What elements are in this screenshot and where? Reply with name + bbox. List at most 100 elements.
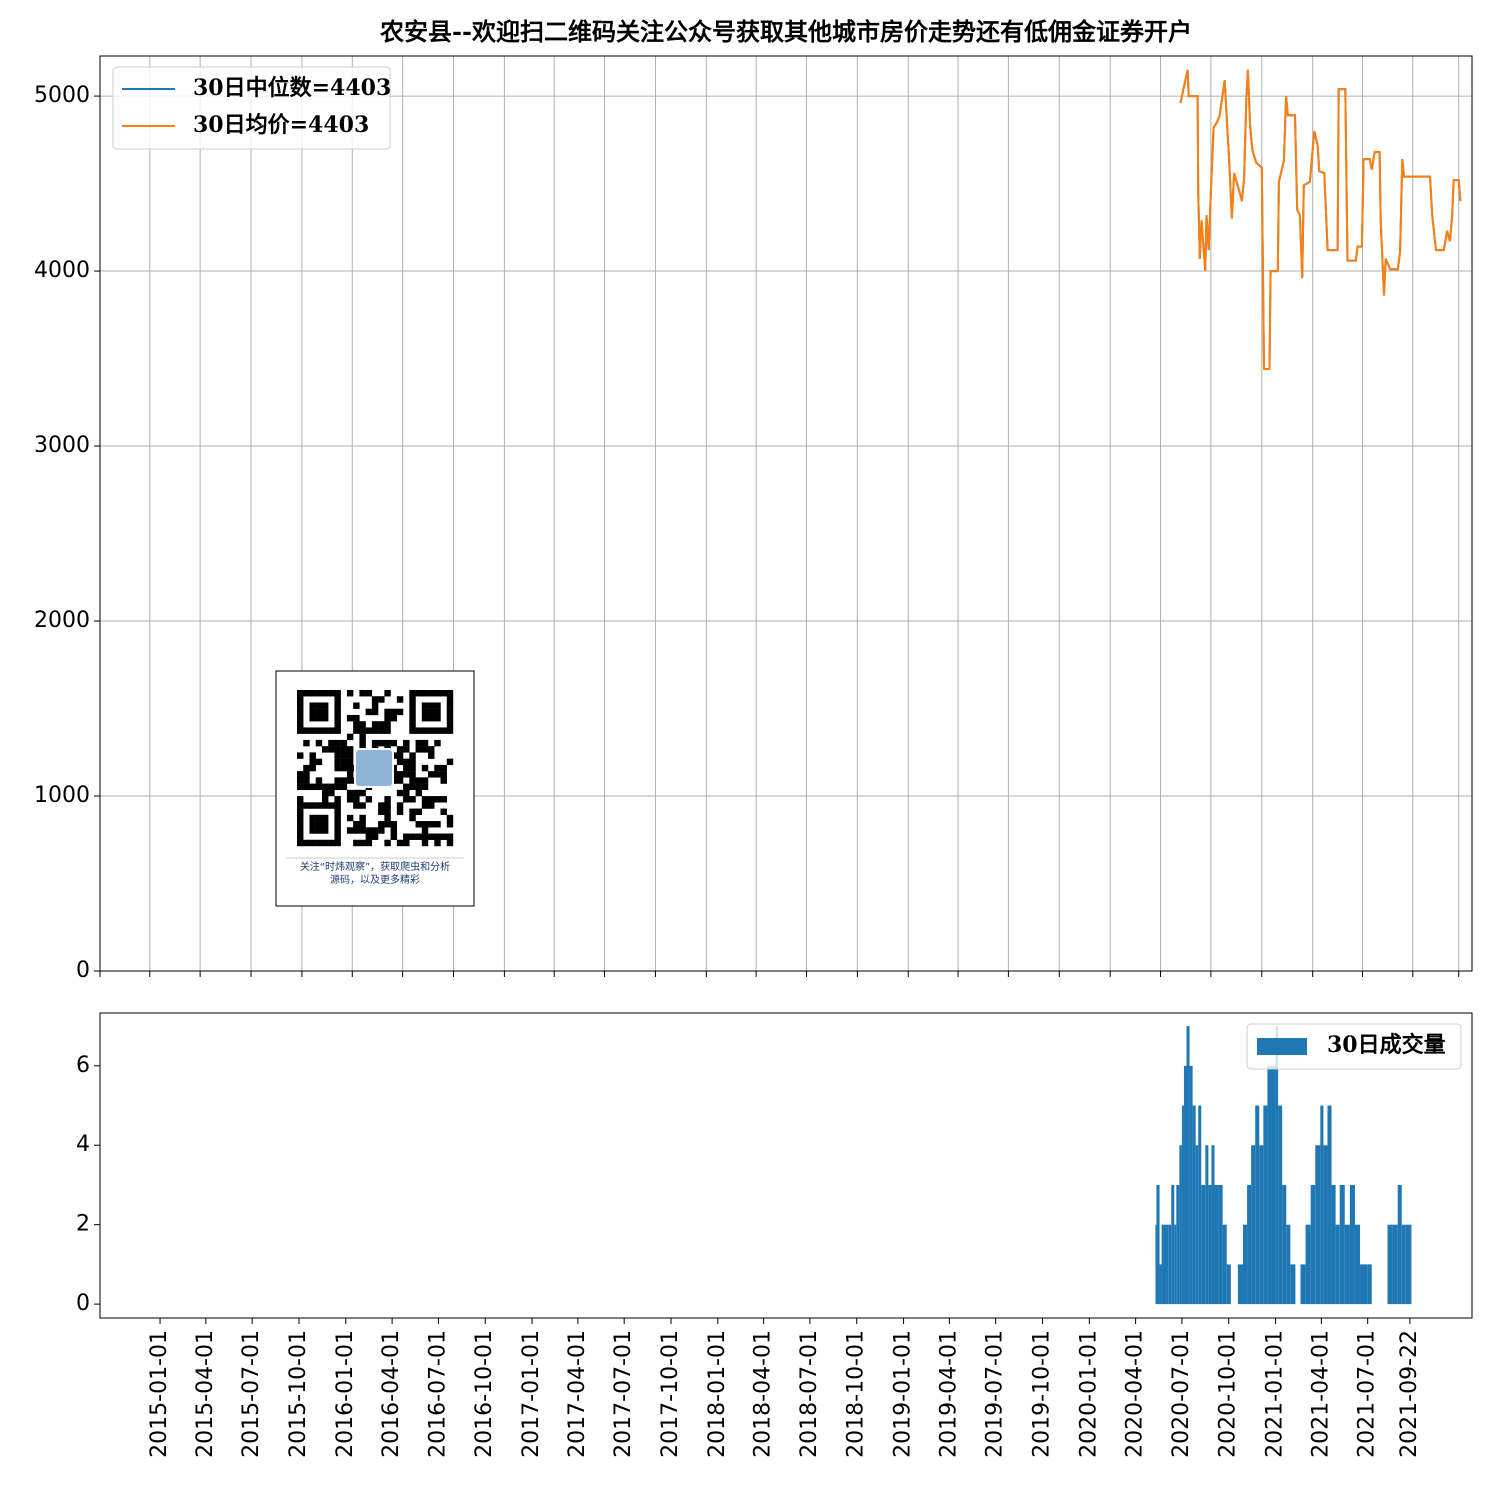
qr-module <box>384 721 391 728</box>
qr-module <box>340 752 348 759</box>
qr-module <box>365 708 373 716</box>
y-tick-label: 2 <box>76 1212 90 1237</box>
qr-module <box>309 827 316 834</box>
qr-module <box>346 814 354 822</box>
qr-module <box>297 814 304 822</box>
bar <box>1237 1264 1243 1305</box>
qr-module <box>328 802 335 809</box>
qr-module <box>365 727 373 734</box>
qr-module <box>297 777 304 784</box>
qr-module <box>409 783 416 791</box>
legend-swatch <box>1257 1038 1307 1055</box>
qr-module <box>359 739 366 747</box>
qr-module <box>309 690 316 697</box>
qr-module <box>334 777 341 784</box>
bar <box>1192 1105 1196 1305</box>
qr-module <box>334 690 341 697</box>
x-tick-label: 2021-07-01 <box>1355 1330 1380 1458</box>
qr-module <box>415 808 422 815</box>
qr-module <box>321 789 329 797</box>
plot-frame <box>99 1012 1473 1319</box>
x-tick-label: 2020-10-01 <box>1216 1330 1241 1458</box>
x-tick-label: 2020-07-01 <box>1169 1330 1194 1458</box>
qr-module <box>409 833 416 840</box>
bar <box>1305 1224 1311 1305</box>
qr-module <box>434 839 441 847</box>
qr-module <box>346 789 354 797</box>
bar <box>1315 1145 1321 1305</box>
qr-module <box>440 764 447 772</box>
x-tick-label: 2021-04-01 <box>1308 1330 1333 1458</box>
qr-module <box>403 796 410 803</box>
qr-module <box>446 708 454 716</box>
bar <box>1174 1224 1177 1305</box>
qr-module <box>384 839 391 847</box>
qr-module <box>334 802 341 809</box>
qr-module <box>297 821 304 828</box>
qr-module <box>309 783 316 791</box>
qr-module <box>409 764 416 772</box>
qr-module <box>346 827 354 834</box>
qr-module <box>409 752 416 759</box>
qr-module <box>346 796 354 803</box>
qr-module <box>315 727 323 734</box>
qr-module <box>297 771 304 778</box>
qr-module <box>321 702 329 709</box>
qr-module <box>446 690 454 697</box>
qr-module <box>334 746 341 753</box>
qr-module <box>421 727 429 734</box>
qr-module <box>403 739 410 747</box>
qr-module <box>359 733 366 741</box>
line <box>1179 69 1462 370</box>
bar <box>1214 1184 1219 1305</box>
qr-module <box>371 696 379 703</box>
bar <box>1409 1224 1412 1305</box>
qr-module <box>421 739 429 747</box>
qr-module <box>321 796 329 803</box>
qr-module <box>371 727 379 734</box>
qr-module <box>334 821 341 828</box>
x-tick-label: 2018-04-01 <box>751 1330 776 1458</box>
qr-module <box>428 746 435 753</box>
qr-module <box>396 839 404 847</box>
qr-module <box>334 758 341 766</box>
qr-module <box>328 746 335 753</box>
qr-module <box>378 821 385 828</box>
qr-module <box>446 702 454 709</box>
bar <box>1195 1145 1199 1305</box>
qr-module <box>396 752 404 759</box>
qr-module <box>334 702 341 709</box>
qr-module <box>334 714 341 722</box>
qr-module <box>428 796 435 803</box>
qr-module <box>428 802 435 809</box>
qr-module <box>384 808 391 815</box>
qr-module <box>403 833 410 840</box>
bar <box>1387 1224 1393 1305</box>
qr-module <box>421 714 429 722</box>
bar <box>1349 1184 1355 1305</box>
qr-module <box>446 821 454 828</box>
qr-module <box>396 708 404 716</box>
bar <box>1397 1184 1402 1305</box>
qr-module <box>328 739 335 747</box>
qr-module <box>315 821 323 828</box>
qr-module <box>346 733 354 741</box>
qr-module <box>434 714 441 722</box>
qr-module <box>315 739 323 747</box>
bar <box>1159 1264 1162 1305</box>
bar <box>1222 1224 1227 1305</box>
qr-module <box>409 814 416 822</box>
qr-module <box>421 839 429 847</box>
qr-module <box>334 796 341 803</box>
bar <box>1271 1065 1276 1305</box>
qr-module <box>428 708 435 716</box>
bar <box>1286 1224 1291 1305</box>
qr-module <box>409 721 416 728</box>
qr-module <box>440 833 447 840</box>
qr-module <box>378 739 385 747</box>
bar <box>1278 1105 1283 1305</box>
qr-module <box>334 764 341 772</box>
qr-module <box>409 777 416 784</box>
qr-module <box>321 839 329 847</box>
qr-module <box>334 708 341 716</box>
